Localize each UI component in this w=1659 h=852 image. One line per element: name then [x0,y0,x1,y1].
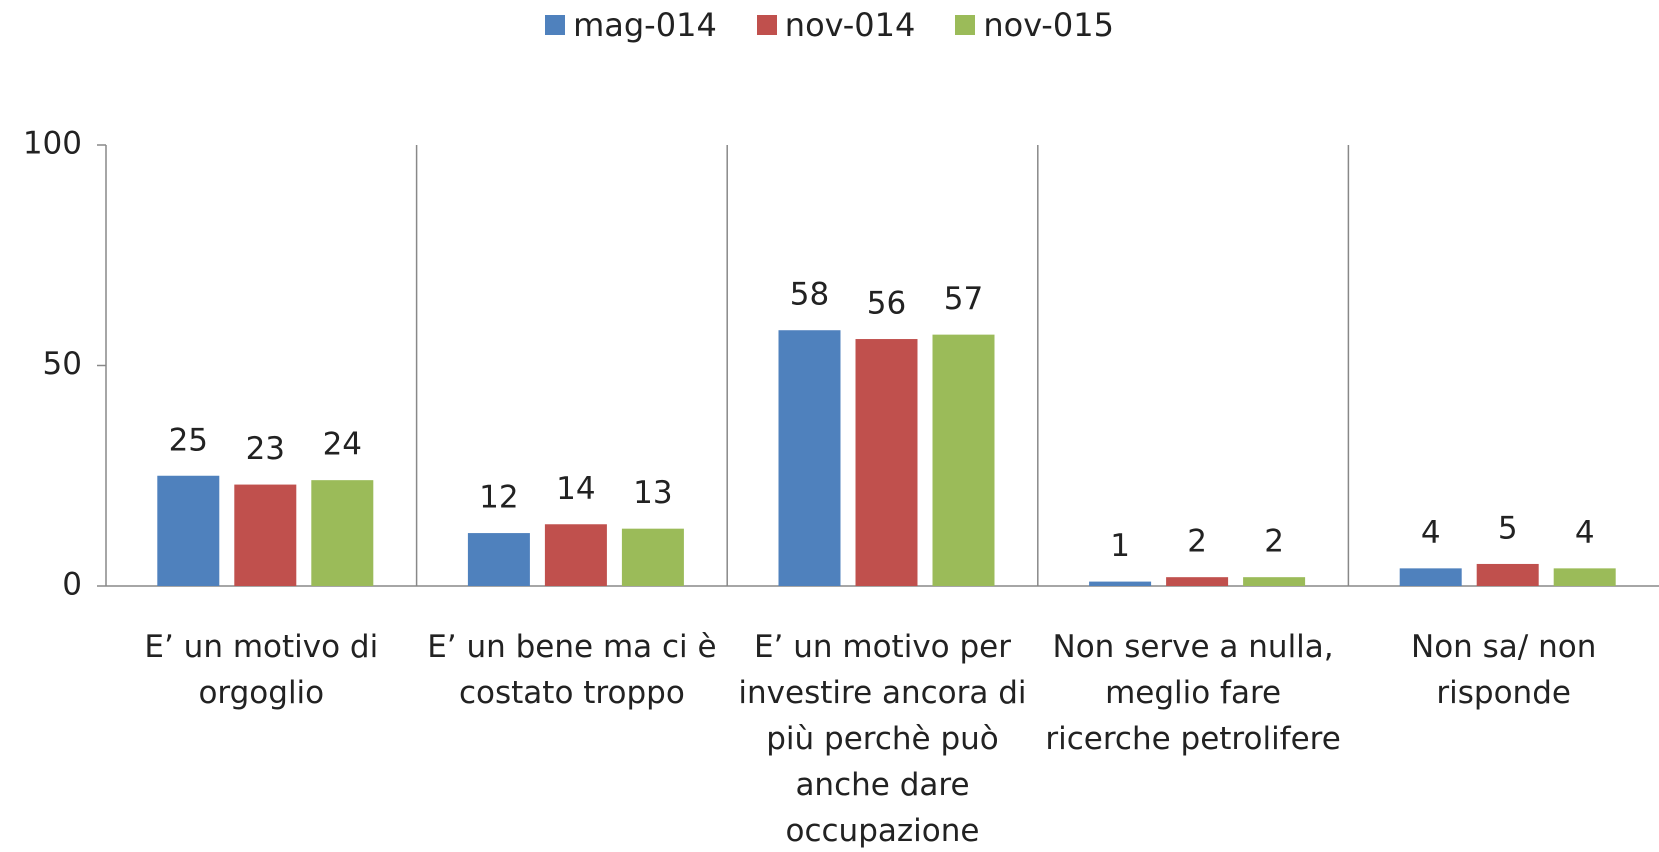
y-tick-label: 50 [43,346,82,382]
data-label: 4 [1421,515,1441,551]
bar [1166,577,1229,586]
bar [1089,581,1152,586]
bar [621,528,684,586]
x-tick-label: E’ un motivo di orgoglio [144,629,379,711]
legend-swatch [545,15,566,35]
data-label: 1 [1110,528,1130,564]
legend-swatch [955,15,976,35]
data-label: 24 [323,427,362,463]
data-label: 2 [1264,524,1284,560]
data-label: 13 [633,475,672,511]
legend-item: nov-015 [955,6,1114,44]
data-label: 5 [1498,510,1518,546]
bar [234,484,297,586]
bar [1399,568,1462,586]
x-tick-label: E’ un bene ma ci è costato troppo [427,629,717,711]
legend: mag-014 nov-014 nov-015 [0,6,1659,44]
data-label: 57 [944,281,983,317]
legend-label: nov-014 [784,6,916,44]
bar [855,339,918,586]
x-tick-label: Non sa/ non risponde [1411,629,1597,711]
data-label: 56 [867,286,906,322]
bar [1553,568,1616,586]
data-label: 58 [790,277,829,313]
legend-label: mag-014 [573,6,717,44]
bar [778,330,841,586]
bar [1243,577,1306,586]
y-tick-label: 0 [62,567,82,603]
data-label: 23 [246,431,285,467]
data-label: 2 [1187,524,1207,560]
x-tick-label: Non serve a nulla, meglio fare ricerche … [1045,629,1341,757]
x-tick-label: E’ un motivo per investire ancora di più… [738,629,1027,849]
y-tick-label: 100 [23,126,82,162]
bar [157,475,220,586]
bar [932,334,995,586]
legend-label: nov-015 [983,6,1114,44]
legend-item: mag-014 [545,6,717,44]
bar [1476,563,1539,586]
data-label: 14 [556,471,595,507]
bar [544,524,607,586]
bar [311,480,374,586]
data-label: 25 [169,422,208,458]
legend-swatch [756,15,777,35]
bar [467,533,530,586]
data-label: 4 [1575,515,1595,551]
legend-item: nov-014 [756,6,916,44]
data-label: 12 [479,480,518,516]
